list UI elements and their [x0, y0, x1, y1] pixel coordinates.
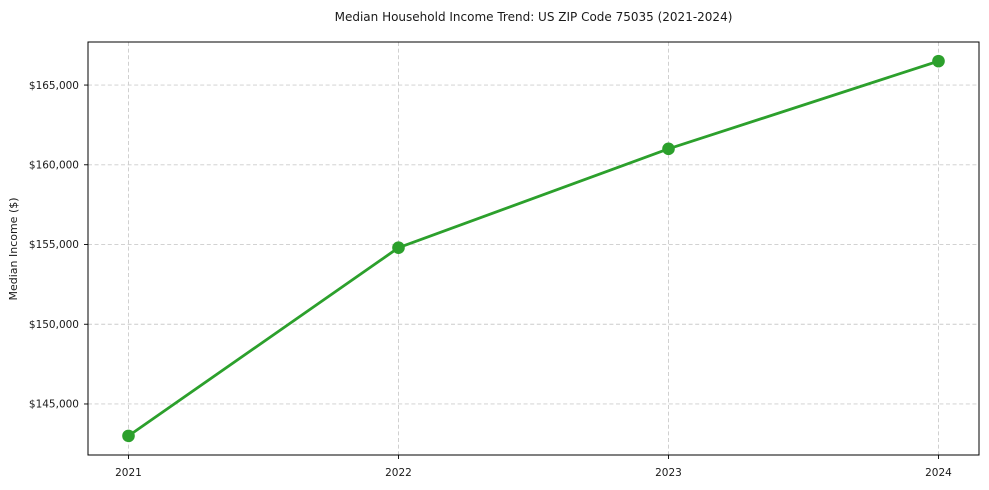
plot-area: $145,000 $150,000 $155,000 $160,000 $165,000… — [29, 41, 980, 479]
x-tick-label: 2023 — [655, 467, 682, 479]
trend-line — [127, 59, 940, 438]
data-point-marker — [662, 142, 675, 156]
data-point-marker — [932, 54, 945, 68]
data-point-marker — [122, 429, 135, 443]
x-tick-label: 2021 — [115, 467, 142, 479]
y-tick-label: $145,000 — [29, 399, 79, 411]
y-tick-label: $160,000 — [29, 159, 79, 171]
y-tick-label: $150,000 — [29, 319, 79, 331]
x-tick-label: 2022 — [385, 467, 412, 479]
x-tick-label: 2024 — [925, 467, 952, 479]
chart-title: Median Household Income Trend: US ZIP Co… — [335, 10, 733, 24]
y-tick-label: $155,000 — [29, 239, 79, 251]
y-axis-label: Median Income ($) — [7, 197, 20, 300]
plot-border — [87, 41, 980, 456]
y-tick-label: $165,000 — [29, 80, 79, 92]
data-point-marker — [392, 241, 405, 255]
